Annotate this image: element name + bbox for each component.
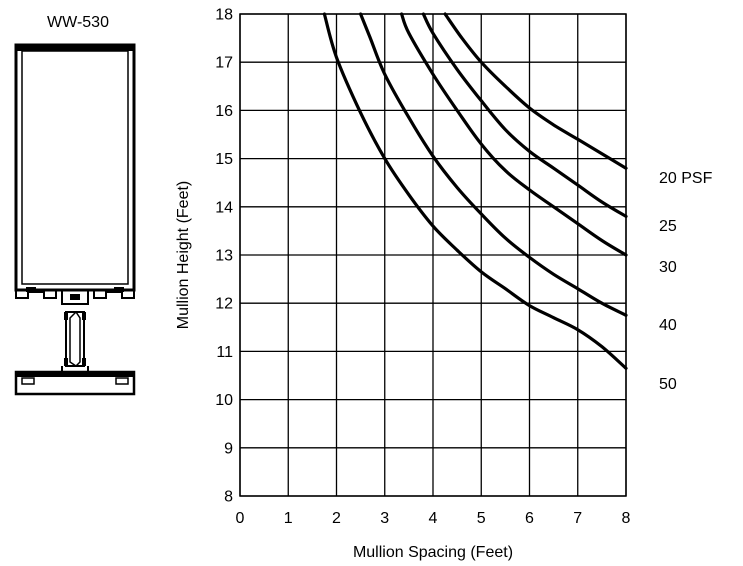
- y-tick-label: 8: [224, 489, 233, 506]
- x-tick-labels: 0 1 2 3 4 5 6 7 8: [236, 510, 631, 527]
- mullion-profile-drawing: WW-530: [14, 14, 136, 396]
- y-tick-label: 18: [215, 7, 233, 24]
- x-tick-label: 2: [332, 510, 341, 527]
- y-tick-label: 10: [215, 392, 233, 409]
- x-tick-label: 1: [284, 510, 293, 527]
- series-label: 30: [659, 259, 677, 276]
- series-line: [359, 12, 628, 317]
- y-tick-label: 13: [215, 248, 233, 265]
- x-tick-label: 7: [573, 510, 582, 527]
- chart-grid: [239, 13, 627, 497]
- series-label: 20 PSF: [659, 170, 713, 187]
- profile-title: WW-530: [47, 14, 109, 31]
- y-tick-label: 17: [215, 55, 233, 72]
- x-axis-title: Mullion Spacing (Feet): [353, 544, 513, 561]
- y-tick-label: 15: [215, 151, 233, 168]
- series-line: [443, 12, 628, 170]
- y-axis-title: Mullion Height (Feet): [175, 181, 192, 330]
- x-tick-label: 4: [429, 510, 438, 527]
- series-label: 50: [659, 376, 677, 393]
- y-tick-label: 12: [215, 296, 233, 313]
- series-label: 25: [659, 218, 677, 235]
- chart-series: [322, 12, 628, 370]
- x-tick-label: 0: [236, 510, 245, 527]
- x-tick-label: 6: [525, 510, 534, 527]
- y-tick-label: 9: [224, 440, 233, 457]
- mullion-profile-shape: [14, 43, 136, 396]
- series-labels: 20 PSF 25 30 40 50: [659, 170, 713, 393]
- y-tick-label: 14: [215, 199, 233, 216]
- x-tick-label: 3: [380, 510, 389, 527]
- x-tick-label: 5: [477, 510, 486, 527]
- y-tick-label: 16: [215, 103, 233, 120]
- series-line: [322, 12, 628, 370]
- series-line: [400, 12, 628, 257]
- series-line: [421, 12, 628, 218]
- x-tick-label: 8: [622, 510, 631, 527]
- series-label: 40: [659, 317, 677, 334]
- y-tick-labels: 8 9 10 11 12 13 14 15 16 17 18: [215, 7, 233, 506]
- y-tick-label: 11: [216, 344, 233, 361]
